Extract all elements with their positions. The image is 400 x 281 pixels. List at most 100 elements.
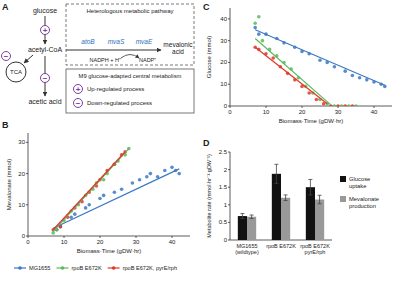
x-tick-label: 30	[133, 239, 140, 245]
error-stem	[242, 214, 243, 219]
x-tick	[136, 236, 137, 238]
y-tick-label: 10	[18, 202, 25, 208]
legend-label: rpoB E672K, pyrE/rph	[123, 265, 177, 271]
data-point	[253, 26, 257, 30]
error-cap	[284, 194, 288, 195]
enzyme: atoB	[81, 38, 95, 45]
text-line: rpoB E672K	[300, 243, 330, 249]
text-line: uptake	[349, 183, 366, 189]
regulation-sign: +	[43, 26, 48, 35]
error-bar	[250, 215, 254, 219]
tca-cycle	[6, 62, 26, 82]
x-tick	[172, 236, 173, 238]
text-line: mevalonic	[163, 41, 193, 48]
y-tick	[228, 222, 230, 223]
chart-panel: C010203040010203040Biomass·Time (gDW·hr)…	[203, 2, 392, 124]
y-tick-label: 0.5	[219, 219, 228, 225]
data-point	[113, 191, 117, 195]
error-cap	[274, 183, 278, 184]
bar	[315, 200, 324, 240]
data-point	[271, 56, 275, 60]
x-tick-label: 10	[263, 109, 270, 115]
regulation-circle	[74, 85, 83, 94]
bar	[272, 174, 281, 240]
pathway-arrow	[66, 50, 161, 51]
pathway-title: Heterologous metabolic pathway	[86, 8, 173, 14]
y-tick-label: 40	[220, 16, 227, 22]
error-bar	[308, 179, 312, 194]
regulation-sign: −	[76, 99, 81, 108]
legend-label: Mevalonateproduction	[349, 196, 379, 209]
panel-label: A	[2, 2, 9, 12]
diagram-panel: Aglucose+acetyl-CoATCA−−acetic acidHeter…	[2, 2, 195, 113]
data-point	[163, 169, 167, 173]
x-tick-label: rpoB E672KpyrE/rph	[300, 243, 330, 255]
data-point	[177, 172, 181, 176]
data-point	[102, 178, 106, 182]
x-tick-label: 40	[169, 239, 176, 245]
y-tick	[228, 18, 230, 19]
x-tick	[374, 106, 375, 108]
data-point	[120, 187, 124, 191]
cofactor: NADPH + H⁺	[90, 57, 122, 63]
y-tick	[228, 204, 230, 205]
y-tick-label: 2	[224, 167, 228, 173]
regulation-sign: −	[43, 74, 48, 83]
y-tick-label: 0	[22, 233, 26, 239]
metabolite: acetic acid	[28, 98, 61, 105]
flux-arrow	[24, 55, 33, 63]
y-tick	[228, 106, 230, 107]
data-point	[51, 231, 55, 235]
x-tick-label: rpoB E672K	[266, 243, 296, 249]
y-axis-label: Mevalonate (mmol)	[6, 159, 12, 210]
data-point	[257, 32, 261, 36]
x-tick-label: 20	[97, 239, 104, 245]
cycle-label: TCA	[10, 69, 22, 75]
data-point	[358, 76, 362, 80]
y-tick-label: 1.5	[219, 184, 228, 190]
legend-marker	[18, 266, 22, 270]
data-point	[307, 91, 311, 95]
regulation-circle	[41, 26, 50, 35]
bar	[238, 216, 247, 240]
panel-label: C	[203, 2, 210, 12]
x-tick-label: 0	[228, 109, 232, 115]
data-point	[315, 98, 319, 102]
error-cap	[284, 200, 288, 201]
text-line: Mevalonate	[349, 196, 379, 202]
data-point	[102, 194, 106, 198]
y-tick-label: 20	[220, 59, 227, 65]
regulation-circle	[74, 99, 83, 108]
y-tick	[26, 236, 28, 237]
chart-panel: D00.511.522.5Metabolite rate (mmol·hr⁻¹·…	[203, 138, 379, 255]
y-axis-label: Metabolite rate (mmol·hr⁻¹·gDW⁻¹)	[206, 154, 212, 238]
bar	[281, 198, 290, 240]
data-point	[351, 104, 355, 106]
x-tick-label: 0	[26, 239, 30, 245]
x-axis-label: Biomass·Time (gDW·hr)	[77, 248, 141, 254]
y-tick	[228, 84, 230, 85]
panel-label: D	[203, 138, 210, 148]
x-tick	[302, 106, 303, 108]
text-line: Glucose	[349, 176, 370, 182]
data-point	[87, 203, 91, 207]
text-line: production	[349, 203, 376, 209]
error-stem	[285, 195, 286, 201]
x-tick	[338, 106, 339, 108]
cofactor: NADP⁺	[139, 57, 156, 63]
fit-line	[255, 47, 327, 104]
bar	[247, 217, 256, 240]
legend-marker	[61, 266, 65, 270]
y-axis	[230, 152, 231, 240]
error-bar	[284, 195, 288, 201]
data-point	[131, 181, 135, 185]
fit-line	[53, 152, 125, 230]
error-cap	[308, 194, 312, 195]
data-point	[333, 104, 337, 106]
legend-label: Down-regulated process	[87, 100, 152, 106]
error-cap	[274, 164, 278, 165]
error-cap	[250, 218, 254, 219]
x-tick-label: 40	[371, 109, 378, 115]
y-axis	[230, 8, 231, 106]
x-tick	[64, 236, 65, 238]
